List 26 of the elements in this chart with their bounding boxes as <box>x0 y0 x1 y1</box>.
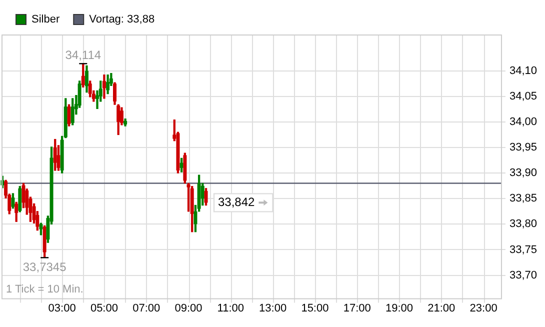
y-tick-label: 33,70 <box>509 269 538 282</box>
y-tick-label: 34,10 <box>509 64 538 77</box>
y-tick-label: 33,75 <box>509 244 538 256</box>
legend-label: Silber <box>32 14 60 26</box>
x-tick-label: 19:00 <box>385 302 414 314</box>
annotation: 33,842 <box>218 195 256 209</box>
x-tick-label: 07:00 <box>132 302 160 314</box>
x-tick-label: 09:00 <box>174 302 202 314</box>
annotation: 33,7345 <box>22 260 67 274</box>
annotation: 1 Tick = 10 Min. <box>6 283 84 296</box>
y-tick-label: 34,05 <box>509 90 538 102</box>
annotation: 34,114 <box>65 48 102 62</box>
x-tick-label: 13:00 <box>259 302 287 314</box>
y-tick-label: 33,85 <box>509 192 538 205</box>
x-tick-label: 17:00 <box>343 302 371 314</box>
x-tick-label: 21:00 <box>428 302 456 314</box>
x-tick-label: 23:00 <box>470 302 498 314</box>
legend-label: Vortag: 33,88 <box>89 14 155 26</box>
x-tick-label: 11:00 <box>217 302 244 314</box>
x-tick-label: 15:00 <box>301 302 329 314</box>
y-tick-label: 33,80 <box>509 218 538 230</box>
y-tick-label: 33,95 <box>509 142 538 154</box>
x-tick-label: 05:00 <box>90 302 118 314</box>
y-tick-label: 33,90 <box>509 167 538 180</box>
x-tick-label: 03:00 <box>48 302 76 314</box>
y-tick-label: 34,00 <box>509 116 538 128</box>
